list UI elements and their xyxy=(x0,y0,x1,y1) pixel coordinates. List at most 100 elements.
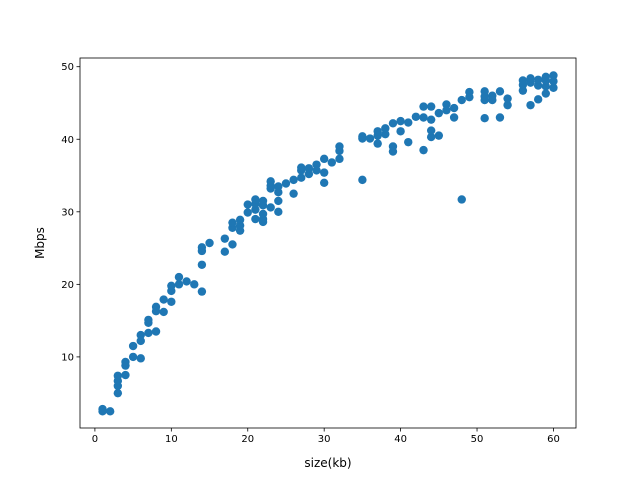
point xyxy=(197,287,207,296)
point xyxy=(358,175,367,185)
point xyxy=(488,95,497,105)
x-tick-label: 50 xyxy=(471,434,484,445)
point xyxy=(289,189,298,198)
point xyxy=(128,352,138,362)
point xyxy=(495,87,505,96)
point xyxy=(457,195,466,204)
point xyxy=(304,164,314,173)
point xyxy=(136,330,145,340)
point xyxy=(113,388,123,398)
point xyxy=(503,100,512,110)
point xyxy=(404,118,413,127)
point xyxy=(411,112,421,121)
point xyxy=(144,315,153,325)
point xyxy=(197,243,207,252)
point xyxy=(373,127,382,136)
point xyxy=(442,106,451,115)
x-tick-label: 40 xyxy=(394,434,407,445)
point xyxy=(113,371,123,380)
point xyxy=(220,247,230,256)
point xyxy=(358,132,367,141)
point xyxy=(258,196,268,206)
point xyxy=(541,89,551,98)
point xyxy=(319,178,329,187)
point xyxy=(235,221,245,230)
point xyxy=(220,234,230,243)
point xyxy=(365,134,375,143)
point xyxy=(182,277,191,286)
point xyxy=(266,181,275,190)
point xyxy=(396,127,405,136)
point xyxy=(404,137,413,147)
point xyxy=(151,302,161,312)
point xyxy=(105,407,115,416)
point xyxy=(480,114,489,123)
point xyxy=(258,217,268,227)
point xyxy=(121,370,130,380)
point xyxy=(426,126,436,135)
point xyxy=(128,341,138,351)
point xyxy=(274,207,283,217)
point xyxy=(541,72,551,82)
point xyxy=(167,281,176,291)
point xyxy=(419,145,428,155)
point xyxy=(243,208,252,217)
x-tick-label: 10 xyxy=(165,434,178,445)
point xyxy=(243,200,252,209)
point xyxy=(549,77,558,86)
point xyxy=(549,71,558,80)
point xyxy=(388,142,398,151)
point xyxy=(381,124,390,133)
point xyxy=(533,75,543,84)
y-tick-label: 50 xyxy=(61,62,74,73)
point xyxy=(434,131,444,140)
point xyxy=(274,182,283,191)
point xyxy=(174,280,184,289)
point xyxy=(526,74,535,83)
point xyxy=(159,295,168,304)
point xyxy=(151,327,161,336)
point xyxy=(426,102,436,111)
y-axis-label: Mbps xyxy=(33,227,47,259)
point xyxy=(381,129,390,139)
y-tick-label: 40 xyxy=(61,135,74,146)
point xyxy=(495,113,505,122)
point xyxy=(281,179,291,188)
point xyxy=(533,81,543,90)
point xyxy=(297,163,306,172)
point xyxy=(442,100,451,109)
point xyxy=(197,260,207,269)
point xyxy=(167,297,176,306)
point xyxy=(533,95,543,104)
point xyxy=(312,166,321,175)
point xyxy=(304,169,314,179)
point xyxy=(251,195,260,204)
point xyxy=(518,86,528,95)
plot-frame xyxy=(79,57,577,429)
x-tick-label: 0 xyxy=(92,434,98,445)
point xyxy=(136,336,145,346)
point xyxy=(373,139,382,148)
point xyxy=(541,82,551,91)
point xyxy=(319,168,329,177)
point xyxy=(144,328,153,338)
point xyxy=(526,100,535,110)
x-tick-label: 60 xyxy=(547,434,560,445)
point xyxy=(205,238,214,248)
point xyxy=(549,83,558,92)
point xyxy=(228,218,237,227)
point xyxy=(426,132,436,142)
y-tick-label: 10 xyxy=(61,352,74,363)
point xyxy=(136,354,145,363)
point xyxy=(434,108,444,118)
point xyxy=(159,307,168,317)
point xyxy=(251,205,260,214)
point xyxy=(251,214,260,224)
point xyxy=(518,76,528,85)
point xyxy=(319,154,329,164)
point xyxy=(419,102,428,111)
point xyxy=(449,113,459,122)
point xyxy=(98,407,107,416)
